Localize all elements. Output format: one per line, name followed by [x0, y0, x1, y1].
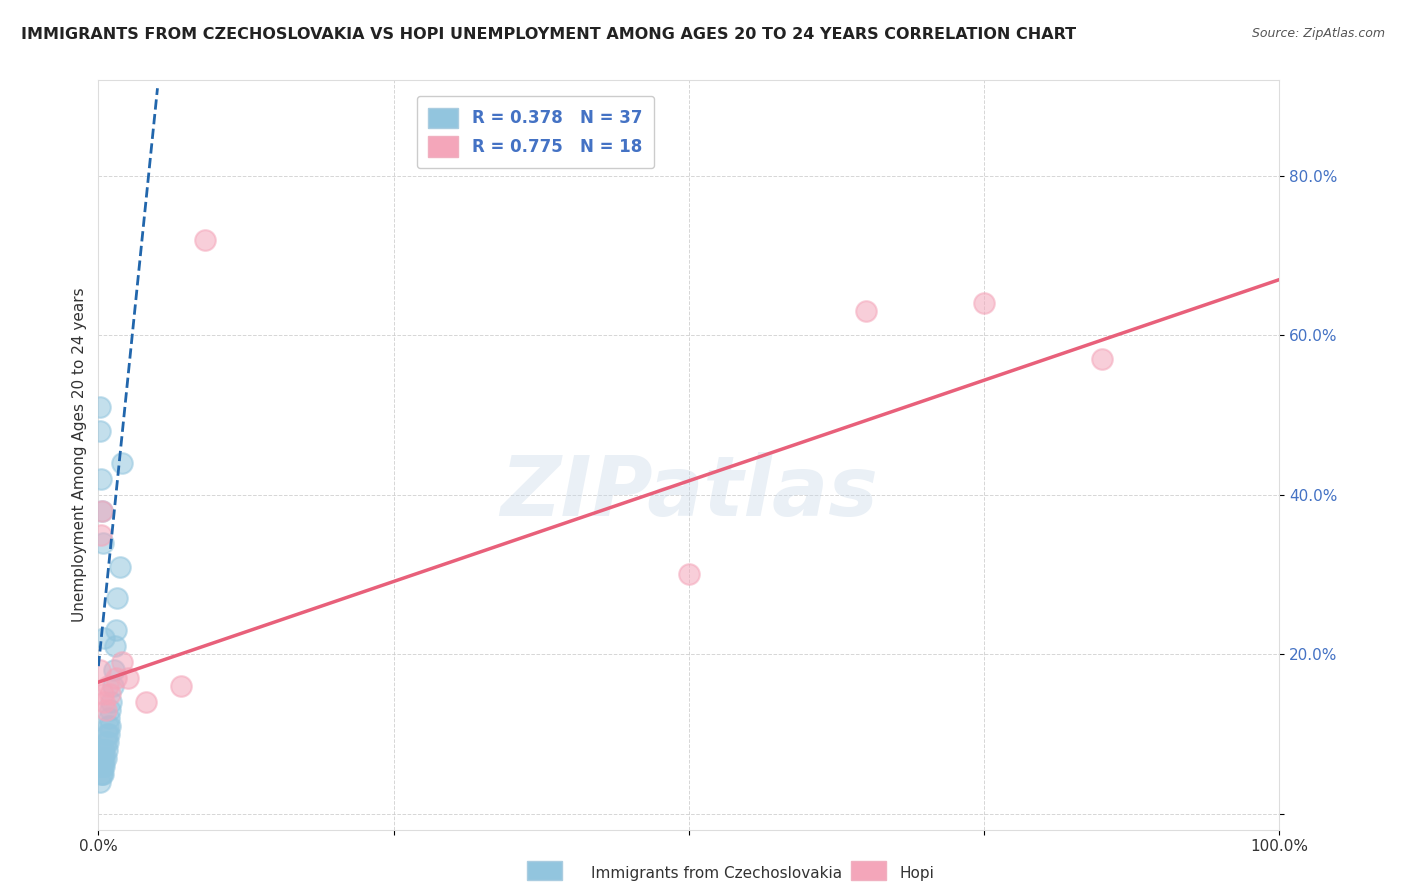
Point [678, 567, 700, 582]
Point [94, 703, 117, 717]
Point [973, 296, 995, 310]
Point [91, 759, 114, 773]
Point [108, 559, 131, 574]
Point [91, 766, 114, 780]
Point [98, 703, 121, 717]
Point [98, 719, 121, 733]
Point [194, 233, 217, 247]
Point [170, 679, 193, 693]
Point [91, 687, 114, 701]
Point [89, 400, 111, 414]
Point [93, 759, 115, 773]
Point [91, 743, 114, 757]
Text: Hopi: Hopi [900, 866, 935, 881]
Point [104, 639, 127, 653]
FancyBboxPatch shape [527, 861, 562, 880]
Point [93, 632, 115, 646]
Point [98, 711, 121, 725]
Point [90, 527, 112, 541]
Point [105, 671, 128, 685]
Point [89, 424, 111, 438]
Point [91, 535, 114, 549]
Point [101, 679, 124, 693]
Point [96, 727, 118, 741]
Point [117, 671, 139, 685]
Point [105, 591, 128, 606]
Point [97, 735, 120, 749]
Point [93, 751, 115, 765]
Point [135, 695, 157, 709]
Point [111, 456, 134, 470]
Point [96, 743, 118, 757]
Point [94, 751, 117, 765]
Point [97, 679, 120, 693]
Point [103, 663, 125, 677]
Text: Immigrants from Czechoslovakia: Immigrants from Czechoslovakia [591, 866, 842, 881]
Y-axis label: Unemployment Among Ages 20 to 24 years: Unemployment Among Ages 20 to 24 years [72, 287, 87, 623]
Point [91, 759, 114, 773]
Point [89, 759, 111, 773]
Point [98, 687, 121, 701]
Text: Source: ZipAtlas.com: Source: ZipAtlas.com [1251, 27, 1385, 40]
FancyBboxPatch shape [851, 861, 886, 880]
Point [90, 751, 112, 765]
Point [97, 719, 120, 733]
Point [90, 472, 112, 486]
Text: IMMIGRANTS FROM CZECHOSLOVAKIA VS HOPI UNEMPLOYMENT AMONG AGES 20 TO 24 YEARS CO: IMMIGRANTS FROM CZECHOSLOVAKIA VS HOPI U… [21, 27, 1076, 42]
Point [91, 751, 114, 765]
Legend: R = 0.378   N = 37, R = 0.775   N = 18: R = 0.378 N = 37, R = 0.775 N = 18 [416, 96, 654, 169]
Point [855, 304, 877, 318]
Point [90, 766, 112, 780]
Point [89, 663, 111, 677]
Text: ZIPatlas: ZIPatlas [501, 452, 877, 533]
Point [100, 695, 122, 709]
Point [98, 727, 121, 741]
Point [111, 655, 134, 669]
Point [1091, 352, 1114, 367]
Point [91, 504, 114, 518]
Point [93, 743, 115, 757]
Point [91, 504, 114, 518]
Point [105, 624, 128, 638]
Point [91, 766, 114, 780]
Point [94, 735, 117, 749]
Point [93, 695, 115, 709]
Point [89, 774, 111, 789]
